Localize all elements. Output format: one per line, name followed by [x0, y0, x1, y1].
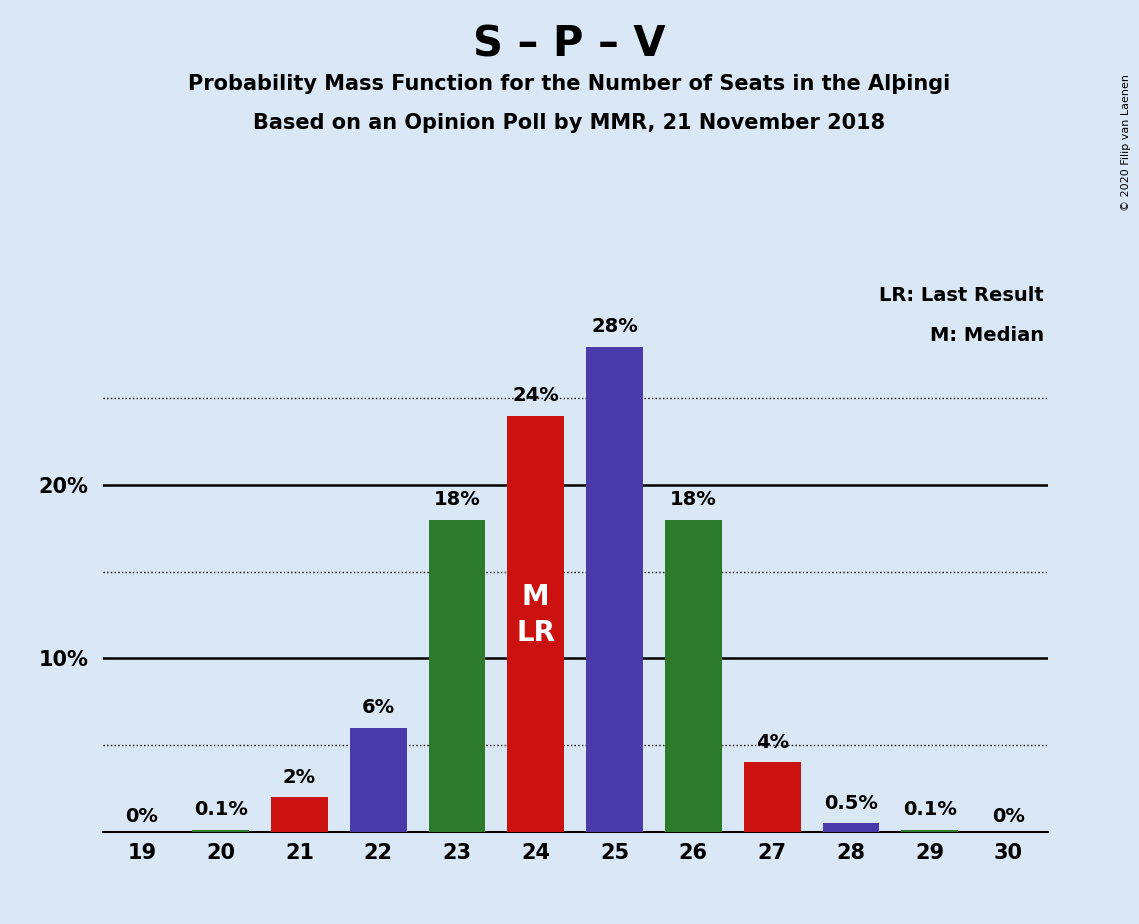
Bar — [271, 796, 328, 832]
Bar — [822, 823, 879, 832]
Text: LR: Last Result: LR: Last Result — [879, 286, 1044, 305]
Text: Probability Mass Function for the Number of Seats in the Alþingi: Probability Mass Function for the Number… — [188, 74, 951, 94]
Text: 0.1%: 0.1% — [194, 800, 247, 820]
Bar — [665, 519, 722, 832]
Text: 4%: 4% — [755, 733, 788, 752]
Text: 18%: 18% — [670, 491, 716, 509]
Text: S – P – V: S – P – V — [473, 23, 666, 65]
Bar — [744, 762, 801, 832]
Text: 0%: 0% — [125, 807, 158, 825]
Text: 28%: 28% — [591, 317, 638, 336]
Text: © 2020 Filip van Laenen: © 2020 Filip van Laenen — [1121, 74, 1131, 211]
Text: 0.1%: 0.1% — [903, 800, 957, 820]
Text: 0%: 0% — [992, 807, 1025, 825]
Text: 24%: 24% — [513, 386, 559, 406]
Text: M: Median: M: Median — [929, 326, 1044, 345]
Bar — [901, 830, 958, 832]
Bar — [192, 830, 249, 832]
Bar — [428, 519, 485, 832]
Bar — [508, 416, 564, 832]
Bar — [350, 728, 407, 832]
Text: 2%: 2% — [282, 768, 316, 786]
Text: 0.5%: 0.5% — [823, 794, 878, 812]
Text: M
LR: M LR — [516, 583, 556, 648]
Text: 6%: 6% — [362, 699, 395, 717]
Text: 18%: 18% — [434, 491, 481, 509]
Bar — [587, 346, 642, 832]
Text: Based on an Opinion Poll by MMR, 21 November 2018: Based on an Opinion Poll by MMR, 21 Nove… — [254, 113, 885, 133]
